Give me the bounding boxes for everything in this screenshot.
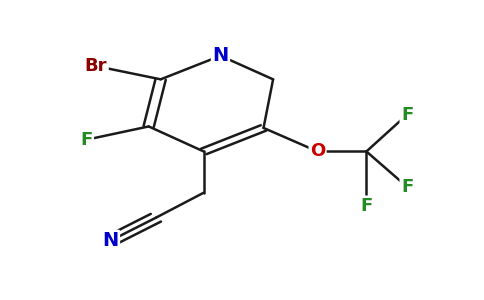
Text: Br: Br [85, 57, 107, 75]
Text: F: F [401, 178, 413, 196]
Text: F: F [401, 106, 413, 124]
Text: N: N [102, 231, 119, 250]
Text: O: O [310, 142, 325, 160]
Text: N: N [212, 46, 228, 65]
Text: F: F [80, 131, 92, 149]
Text: F: F [360, 197, 373, 215]
